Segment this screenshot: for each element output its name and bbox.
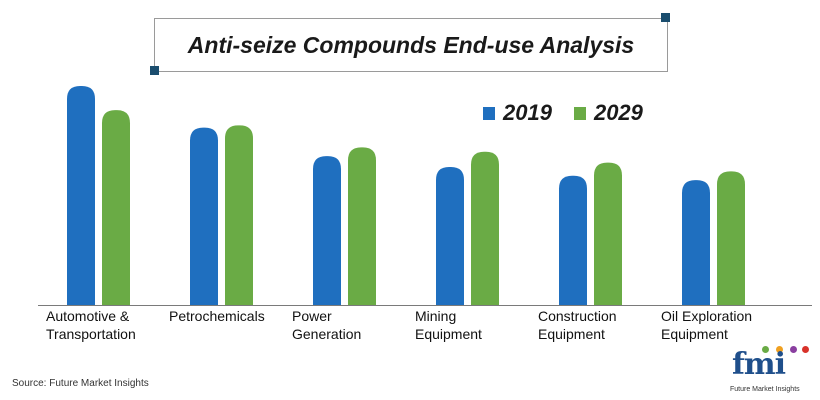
category-label-4: Construction Equipment [538, 308, 617, 342]
legend: 2019 2029 [483, 100, 643, 126]
legend-label-2019: 2019 [503, 100, 552, 125]
bar-2019-2 [313, 156, 341, 305]
bar-2019-0 [67, 86, 95, 305]
chart-title: Anti-seize Compounds End-use Analysis [187, 31, 635, 58]
bar-2019-1 [190, 127, 218, 305]
bar-2029-5 [717, 171, 745, 305]
category-label-1: Petrochemicals [169, 308, 265, 324]
bar-2029-0 [102, 110, 130, 305]
title-corner-square-top-right [661, 13, 670, 22]
category-label-3: Mining Equipment [415, 308, 482, 342]
bar-chart: Automotive & Transportation Petrochemicals… [38, 86, 812, 342]
legend-swatch-2019 [483, 106, 495, 120]
logo-dot-green [762, 346, 769, 353]
bar-2029-2 [348, 147, 376, 305]
legend-swatch-2029 [573, 106, 586, 120]
category-label-2: Power Generation [292, 308, 361, 342]
logo-dot-orange [776, 346, 783, 353]
logo-dot-red [802, 346, 809, 353]
title-corner-square-bottom-left [150, 66, 159, 75]
legend-label-2029: 2029 [593, 100, 643, 125]
logo-tagline: Future Market Insights [730, 386, 800, 393]
logo-dot-purple [790, 346, 797, 353]
fmi-logo: fmi Future Market Insights [728, 346, 812, 398]
bar-2029-3 [471, 151, 499, 305]
chart-title-box: Anti-seize Compounds End-use Analysis [154, 18, 668, 72]
legend-item-2029: 2029 [573, 100, 643, 126]
logo-letters: fmi [732, 347, 786, 382]
source-note: Source: Future Market Insights [12, 378, 149, 389]
bar-2019-5 [682, 180, 710, 305]
bar-2029-1 [225, 125, 253, 305]
bar-2019-3 [436, 167, 464, 305]
bar-2029-4 [594, 162, 622, 305]
legend-item-2019: 2019 [483, 100, 552, 126]
bar-2019-4 [559, 175, 587, 305]
category-label-0: Automotive & Transportation [46, 308, 136, 342]
category-label-5: Oil Exploration Equipment [661, 308, 752, 342]
